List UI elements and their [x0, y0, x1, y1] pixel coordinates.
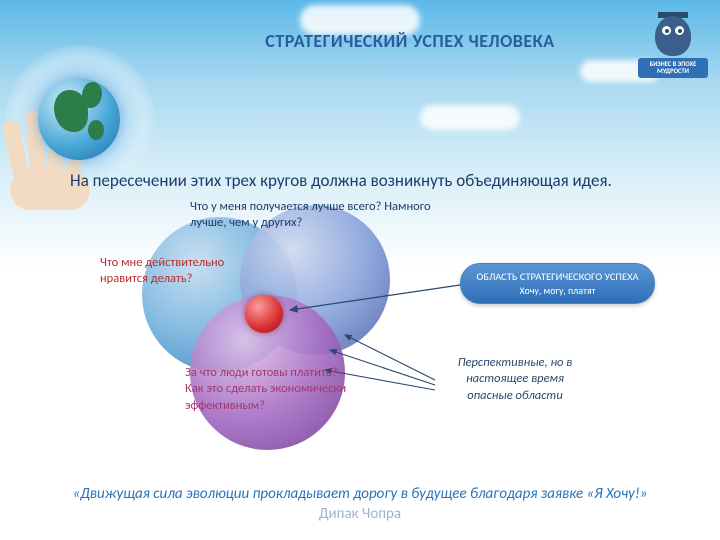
owl-icon [650, 12, 696, 58]
logo-text: БИЗНЕС В ЭПОХЕ МУДРОСТИ [638, 58, 708, 78]
center-intersection [245, 295, 283, 333]
success-area-pill: ОБЛАСТЬ СТРАТЕГИЧЕСКОГО УСПЕХА Хочу, мог… [460, 263, 655, 304]
label-circle-pay: За что люди готовы платить? Как это сдел… [185, 365, 355, 414]
slide-title: СТРАТЕГИЧЕСКИЙ УСПЕХ ЧЕЛОВЕКА [190, 30, 630, 52]
brand-logo: БИЗНЕС В ЭПОХЕ МУДРОСТИ [638, 12, 708, 78]
label-circle-skill: Что у меня получается лучше всего? Намно… [190, 199, 460, 232]
pill-sub: Хочу, могу, платят [475, 284, 640, 297]
side-note: Перспективные, но в настоящее время опас… [430, 355, 600, 404]
slide-subtitle: На пересечении этих трех кругов должна в… [70, 170, 670, 191]
venn-diagram: Что у меня получается лучше всего? Намно… [80, 195, 660, 455]
footer-quote: «Движущая сила эволюции прокладывает дор… [18, 484, 702, 525]
cloud [420, 105, 520, 130]
label-circle-like: Что мне действительно нравится делать? [100, 255, 235, 288]
quote-author: Дипак Чопра [319, 505, 401, 523]
quote-text: «Движущая сила эволюции прокладывает дор… [73, 485, 648, 503]
pill-heading: ОБЛАСТЬ СТРАТЕГИЧЕСКОГО УСПЕХА [475, 270, 640, 284]
